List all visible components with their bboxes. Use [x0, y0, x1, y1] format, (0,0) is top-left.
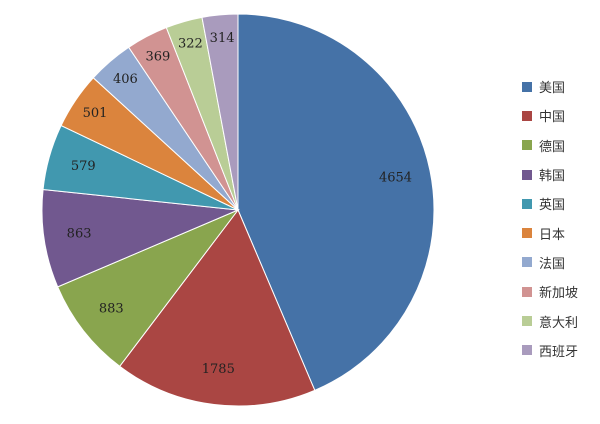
slice-value-label: 883 [99, 301, 124, 316]
legend-label: 新加坡 [539, 286, 579, 302]
legend-swatch [522, 140, 532, 151]
legend-item: 中国 [522, 101, 598, 130]
legend-item: 英国 [522, 189, 598, 218]
legend-swatch [522, 286, 532, 297]
pie-slice [57, 208, 240, 367]
legend-label: 日本 [539, 227, 566, 243]
slice-value-label: 579 [71, 159, 96, 174]
legend-item: 法国 [522, 248, 598, 277]
legend-swatch [522, 169, 532, 180]
pie-slice [237, 13, 435, 391]
legend-item: 韩国 [522, 160, 598, 189]
pie-slice [118, 209, 316, 407]
slice-value-label: 314 [210, 31, 235, 46]
slice-value-label: 406 [113, 72, 138, 87]
pie-slice [201, 13, 239, 211]
legend-label: 法国 [539, 256, 566, 272]
pie-slice [41, 188, 240, 288]
legend-item: 德国 [522, 131, 598, 160]
slice-value-label: 863 [67, 226, 92, 241]
legend-swatch [522, 198, 532, 209]
slice-value-label: 322 [178, 37, 203, 52]
legend-label: 美国 [539, 81, 566, 97]
slice-value-label: 369 [145, 50, 170, 65]
legend-label: 英国 [539, 198, 566, 214]
slice-value-label: 501 [83, 106, 108, 121]
legend-item: 意大利 [522, 306, 598, 335]
legend-swatch [522, 81, 532, 92]
legend-swatch [522, 316, 532, 327]
legend-label: 德国 [539, 139, 566, 155]
legend-label: 中国 [539, 110, 566, 126]
legend-swatch [522, 345, 532, 356]
legend-label: 西班牙 [539, 344, 579, 360]
legend-swatch [522, 110, 532, 121]
legend-item: 日本 [522, 218, 598, 247]
legend-item: 美国 [522, 72, 598, 101]
legend-swatch [522, 228, 532, 239]
legend-swatch [522, 257, 532, 268]
slice-value-label: 4654 [379, 170, 412, 185]
legend: 美国中国德国韩国英国日本法国新加坡意大利西班牙 [522, 72, 598, 365]
legend-item: 新加坡 [522, 277, 598, 306]
legend-item: 西班牙 [522, 336, 598, 365]
slice-value-label: 1785 [202, 362, 235, 377]
legend-label: 韩国 [539, 169, 566, 185]
legend-label: 意大利 [539, 315, 579, 331]
